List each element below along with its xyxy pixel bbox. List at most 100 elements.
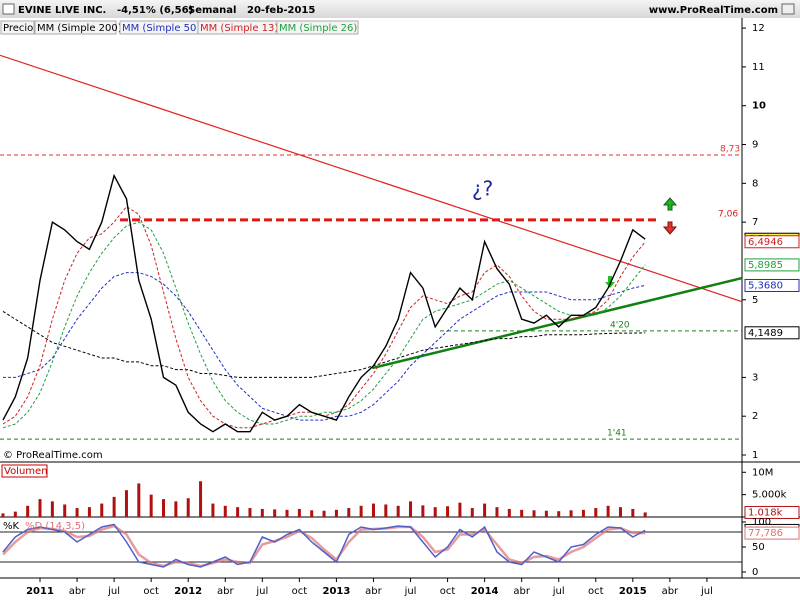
volume-bar <box>260 508 264 517</box>
volume-bar <box>63 504 67 517</box>
volume-bar <box>643 512 647 517</box>
x-tick-label: abr <box>662 586 679 597</box>
volume-bar <box>223 505 227 517</box>
price-line <box>2 173 646 433</box>
volume-bar <box>174 501 178 517</box>
volume-bar <box>618 507 622 517</box>
volume-bar <box>50 501 54 517</box>
volume-bar <box>458 502 462 517</box>
stoch-d <box>2 524 646 568</box>
volume-bar <box>162 499 166 517</box>
copyright: © ProRealTime.com <box>3 450 103 461</box>
volume-bar <box>581 509 585 517</box>
value-box <box>744 278 800 292</box>
value-box <box>744 526 800 540</box>
volume-bar <box>347 508 351 517</box>
y-tick-label: 100 <box>752 517 771 528</box>
period: Semanal <box>188 5 236 16</box>
volume-bar <box>199 481 203 517</box>
date: 20-feb-2015 <box>247 5 315 16</box>
trend-line <box>0 54 743 303</box>
volume-bar <box>396 505 400 517</box>
volume-bar <box>371 503 375 517</box>
y-tick-label: 50 <box>752 542 765 553</box>
volume-bar <box>75 508 79 517</box>
change: -4,51% (6,56) <box>117 5 193 16</box>
volume-bar <box>520 509 524 517</box>
trend-line <box>371 276 743 370</box>
volume-bar <box>483 503 487 517</box>
x-tick-label: abr <box>217 586 234 597</box>
volume-bar <box>544 510 548 517</box>
level-label: 8,73 <box>720 145 740 155</box>
header-bar <box>0 0 800 18</box>
y-tick-label: 10 <box>752 101 766 112</box>
x-tick-label: abr <box>365 586 382 597</box>
volume-bar <box>532 510 536 517</box>
moving-average <box>3 272 646 421</box>
volume-bar <box>285 509 289 517</box>
y-tick-label: 7 <box>752 217 758 228</box>
value-box <box>744 258 800 272</box>
value-box-label: 1.018k <box>748 507 783 518</box>
volume-bar <box>87 507 91 517</box>
stoch-k <box>2 523 646 568</box>
volume-bar <box>211 503 215 517</box>
volume-bar <box>384 504 388 517</box>
volume-bar <box>38 499 42 517</box>
value-box <box>744 235 800 249</box>
volume-bar <box>446 506 450 517</box>
x-tick-label: 2012 <box>174 586 202 597</box>
level-label: 4'20 <box>610 320 630 330</box>
y-tick-label: 8 <box>752 178 758 189</box>
legend-entry: MM (Simple 50) <box>122 23 200 34</box>
volume-bar <box>248 508 252 517</box>
volume-bar <box>631 508 635 517</box>
level-label: 7,06 <box>718 209 738 219</box>
volume-bar <box>606 505 610 517</box>
volume-bar <box>273 509 277 517</box>
volume-bar <box>470 508 474 517</box>
y-tick-label: 1 <box>752 450 758 461</box>
volume-bar <box>124 490 128 517</box>
legend-entry: MM (Simple 200) <box>37 23 122 34</box>
level-label: 1'41 <box>607 429 627 439</box>
window-button[interactable] <box>781 3 795 15</box>
x-tick-label: 2014 <box>471 586 499 597</box>
x-tick-label: jul <box>552 586 565 597</box>
volume-bar <box>236 507 240 517</box>
y-tick-label: 2 <box>752 411 758 422</box>
value-box <box>744 326 800 340</box>
volume-bar <box>322 510 326 517</box>
volume-bar <box>495 507 499 517</box>
volume-bar <box>13 511 17 517</box>
legend-entry: %K <box>3 521 20 532</box>
x-tick-label: oct <box>588 586 604 597</box>
legend-box <box>34 20 117 35</box>
value-box-label: 5,8985 <box>748 260 783 271</box>
volume-bar <box>297 508 301 517</box>
volume-bar <box>26 505 30 517</box>
up-arrow <box>662 197 678 211</box>
volume-bar <box>433 507 437 517</box>
x-tick-label: oct <box>292 586 308 597</box>
legend-entry: %D (14,3,5) <box>25 521 85 532</box>
volume-bar <box>507 508 511 517</box>
menu-icon[interactable] <box>2 3 15 15</box>
panel-label-box <box>1 464 48 478</box>
x-tick-label: jul <box>700 586 713 597</box>
y-tick-label: 5 <box>752 295 758 306</box>
y-tick-label: 3 <box>752 372 758 383</box>
y-tick-label: 11 <box>752 62 765 73</box>
value-box <box>744 505 800 519</box>
x-tick-label: jul <box>107 586 120 597</box>
y-tick-label: 10M <box>752 467 773 478</box>
x-tick-label: 2015 <box>619 586 647 597</box>
volume-bar <box>557 511 561 517</box>
legend-entry: Precio <box>3 23 33 34</box>
y-tick-label: 0 <box>752 567 758 578</box>
moving-average <box>2 221 646 429</box>
volume-bar <box>137 483 141 517</box>
volume-bar <box>359 505 363 517</box>
